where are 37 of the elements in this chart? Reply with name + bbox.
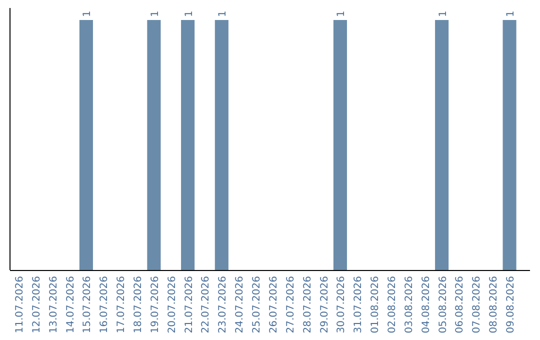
x-tick-label: 08.08.2026	[488, 276, 500, 334]
x-tick-label: 02.08.2026	[387, 276, 398, 334]
x-tick-label: 14.07.2026	[65, 276, 76, 334]
x-tick-label: 25.07.2026	[252, 276, 263, 334]
x-tick-label: 27.07.2026	[285, 276, 296, 334]
x-tick-label: 04.08.2026	[420, 276, 432, 334]
x-tick-label: 18.07.2026	[133, 276, 144, 334]
data-label: 1	[150, 10, 161, 17]
x-tick-label: 05.08.2026	[438, 276, 449, 334]
x-tick-label: 31.07.2026	[353, 276, 364, 334]
x-tick-label: 23.07.2026	[218, 276, 229, 334]
x-tick-label: 28.07.2026	[302, 276, 314, 334]
x-tick-label: 06.08.2026	[454, 276, 466, 334]
x-tick-label: 21.07.2026	[184, 276, 195, 334]
data-label: 1	[336, 10, 348, 17]
data-label: 1	[82, 10, 94, 17]
data-label: 1	[506, 10, 517, 17]
x-tick-label: 11.07.2026	[14, 276, 26, 334]
x-tick-label: 30.07.2026	[336, 276, 348, 334]
x-tick-label: 09.08.2026	[506, 276, 517, 334]
x-tick-label: 24.07.2026	[234, 276, 246, 334]
x-tick-label: 01.08.2026	[370, 276, 382, 334]
data-label: 1	[184, 10, 195, 17]
data-label: 1	[218, 10, 229, 17]
x-tick-label: 12.07.2026	[31, 276, 42, 334]
x-tick-label: 03.08.2026	[404, 276, 415, 334]
x-tick-label: 22.07.2026	[200, 276, 212, 334]
data-label: 1	[438, 10, 449, 17]
x-tick-label: 19.07.2026	[150, 276, 161, 334]
x-tick-label: 26.07.2026	[268, 276, 280, 334]
x-tick-label: 20.07.2026	[166, 276, 178, 334]
x-tick-label: 15.07.2026	[82, 276, 94, 334]
x-tick-label: 17.07.2026	[116, 276, 128, 334]
x-tick-label: 29.07.2026	[319, 276, 330, 334]
x-tick-label: 07.08.2026	[472, 276, 483, 334]
x-tick-label: 13.07.2026	[48, 276, 60, 334]
x-tick-label: 16.07.2026	[99, 276, 110, 334]
